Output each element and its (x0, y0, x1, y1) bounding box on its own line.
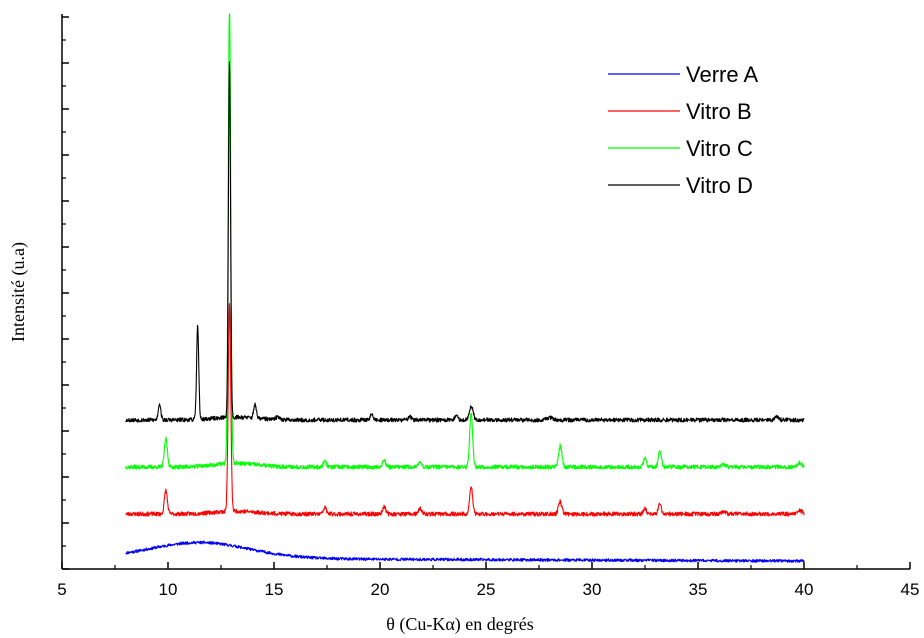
legend-label: Verre A (686, 62, 758, 87)
x-axis-title: θ (Cu-Kα) en degrés (386, 614, 534, 635)
series-line (125, 61, 805, 423)
plot-lines (125, 13, 805, 563)
axes: 5 10 15 20 25 30 35 40 45 (57, 14, 919, 599)
legend-label: Vitro B (686, 99, 752, 124)
legend-label: Vitro D (686, 173, 753, 198)
x-tick-label: 25 (477, 580, 496, 599)
x-tick-label: 10 (159, 580, 178, 599)
x-tick-label: 15 (265, 580, 284, 599)
x-tick-label: 35 (689, 580, 708, 599)
y-axis-title: Intensité (u.a) (8, 242, 29, 342)
x-tick-label: 45 (901, 580, 920, 599)
x-tick-label: 30 (583, 580, 602, 599)
series-line (125, 13, 805, 470)
x-tick-label: 5 (57, 580, 66, 599)
legend: Verre A Vitro B Vitro C Vitro D (608, 62, 758, 198)
x-ticks: 5 10 15 20 25 30 35 40 45 (57, 562, 919, 599)
x-tick-label: 40 (795, 580, 814, 599)
legend-label: Vitro C (686, 136, 753, 161)
series-line (125, 303, 805, 517)
y-ticks (62, 16, 69, 570)
x-tick-label: 20 (371, 580, 390, 599)
series-line (125, 540, 805, 563)
